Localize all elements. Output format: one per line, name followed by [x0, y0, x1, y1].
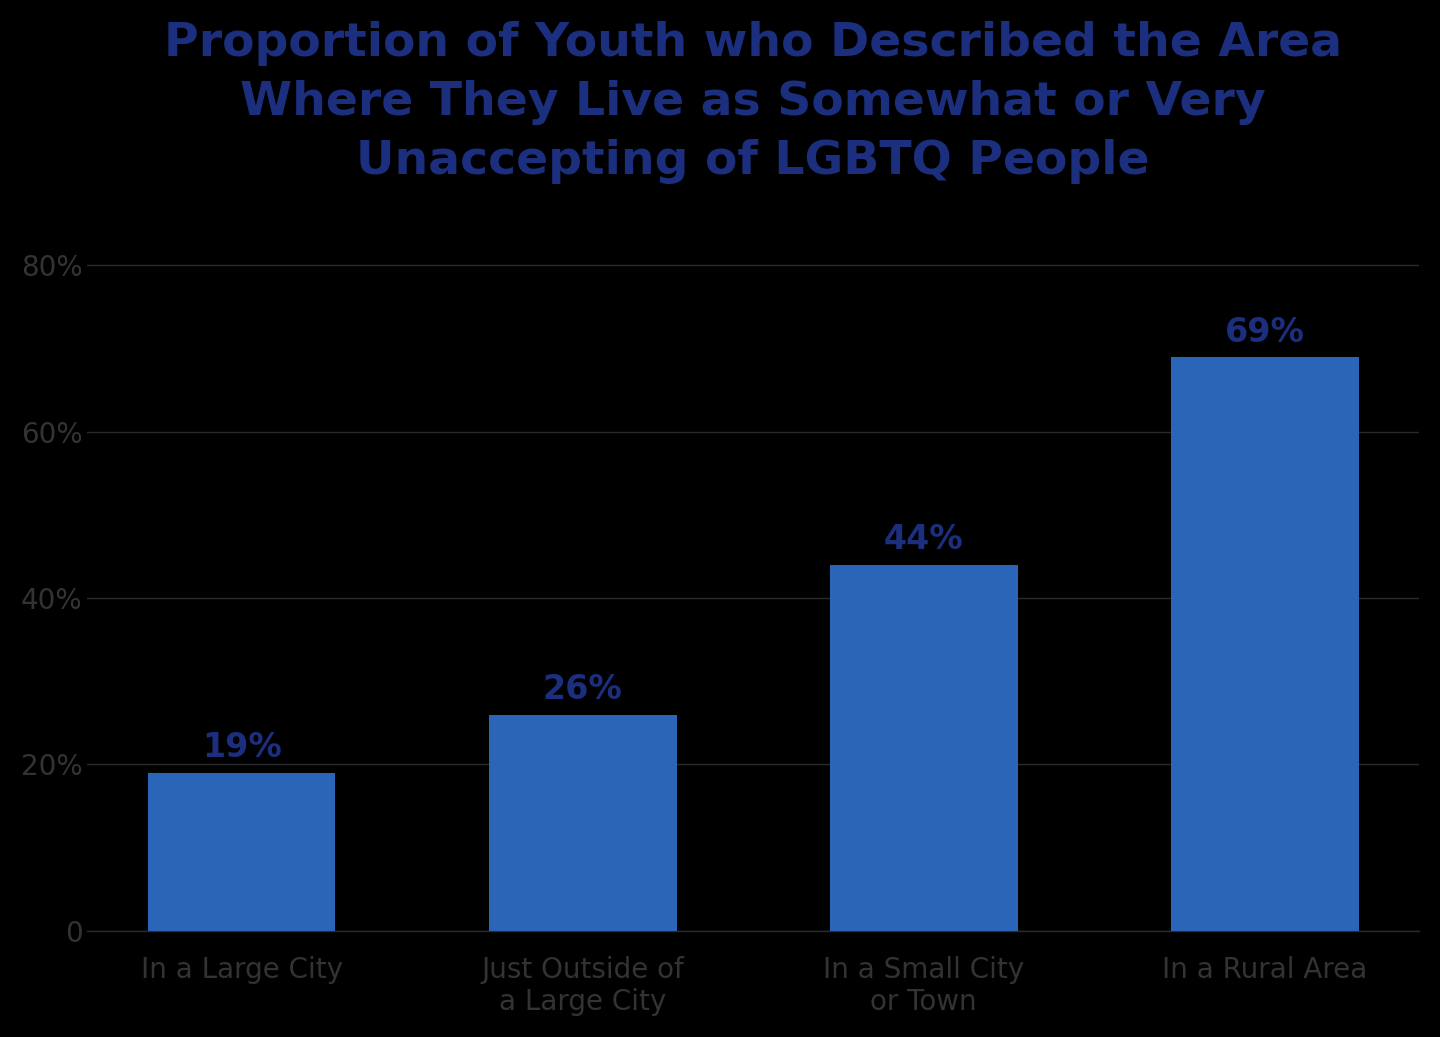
Bar: [829, 565, 1018, 931]
Title: Proportion of Youth who Described the Area
Where They Live as Somewhat or Very
U: Proportion of Youth who Described the Ar…: [164, 21, 1342, 184]
Text: 26%: 26%: [543, 673, 622, 706]
Text: 44%: 44%: [884, 524, 963, 557]
Bar: [490, 714, 677, 931]
Text: 19%: 19%: [202, 731, 282, 764]
Text: 69%: 69%: [1225, 315, 1305, 348]
Bar: [1171, 357, 1358, 931]
Bar: [148, 773, 336, 931]
